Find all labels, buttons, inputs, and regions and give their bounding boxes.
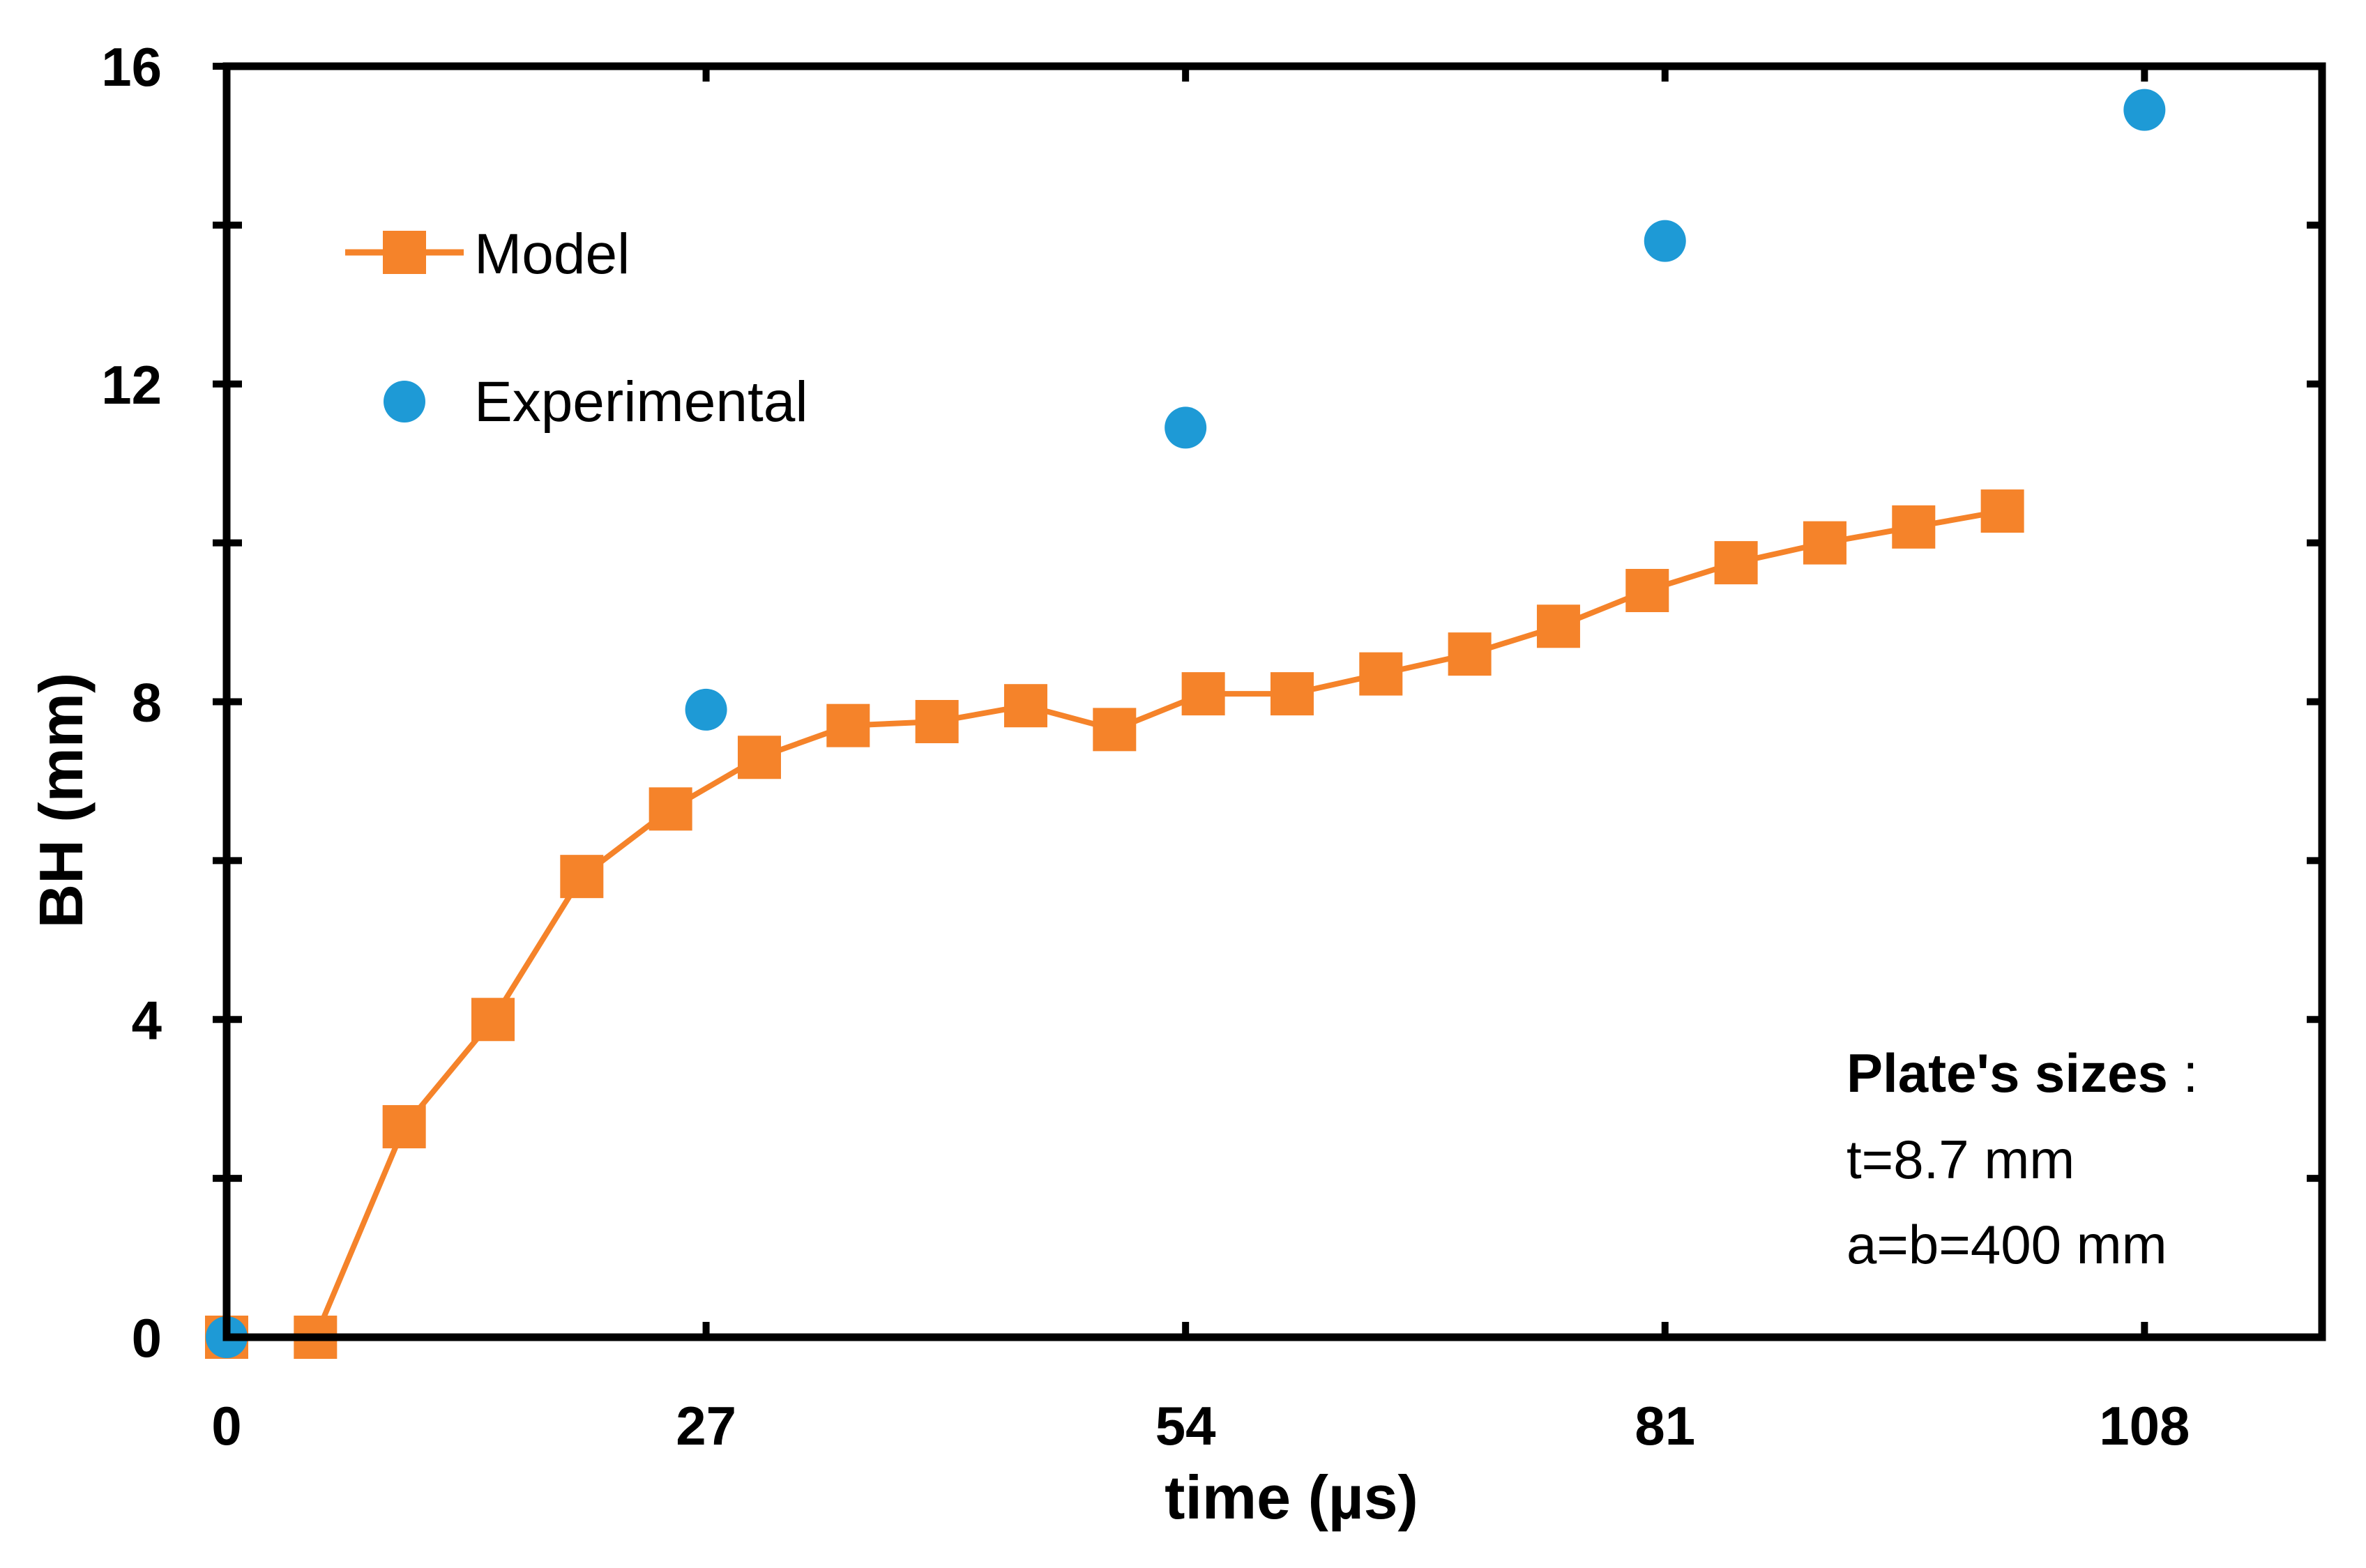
- legend-model-label: Model: [474, 222, 630, 286]
- model-point-2: [382, 1105, 426, 1149]
- note-thickness: t=8.7 mm: [1846, 1129, 2075, 1190]
- experimental-point-1: [685, 688, 727, 731]
- x-tick-label-4: 108: [2099, 1395, 2190, 1456]
- model-point-15: [1536, 604, 1580, 648]
- x-tick-label-0: 0: [211, 1395, 241, 1456]
- legend-experimental-marker: [384, 381, 425, 423]
- note-title-suffix: :: [2168, 1042, 2198, 1104]
- axis-tick-labels: 0 27 54 81 108 0 4 8 12 16: [101, 36, 2190, 1456]
- note-title: Plate's sizes: [1846, 1042, 2168, 1104]
- experimental-point-4: [2123, 89, 2166, 131]
- model-point-18: [1803, 521, 1846, 565]
- plot-frame: [222, 62, 2326, 1341]
- model-point-13: [1359, 652, 1403, 696]
- model-point-20: [1980, 489, 2024, 533]
- model-point-7: [826, 703, 870, 747]
- y-tick-label-2: 8: [132, 672, 162, 733]
- model-point-9: [1003, 684, 1047, 728]
- x-tick-label-2: 54: [1155, 1395, 1216, 1456]
- model-point-12: [1270, 672, 1314, 716]
- model-point-5: [649, 787, 692, 831]
- experimental-point-3: [1644, 220, 1686, 262]
- model-point-11: [1181, 672, 1225, 716]
- note-dimensions: a=b=400 mm: [1846, 1214, 2167, 1275]
- model-point-10: [1093, 708, 1137, 752]
- model-point-4: [560, 855, 604, 899]
- model-point-16: [1625, 568, 1669, 612]
- x-tick-label-3: 81: [1635, 1395, 1695, 1456]
- y-axis-title: BH (mm): [26, 673, 96, 929]
- model-point-6: [737, 736, 781, 779]
- legend: Model Experimental: [345, 222, 808, 434]
- model-point-19: [1892, 505, 1936, 549]
- x-tick-label-1: 27: [676, 1395, 736, 1456]
- plot-series: [205, 89, 2166, 1359]
- plate-sizes-note: Plate's sizes : t=8.7 mm a=b=400 mm: [1846, 1042, 2198, 1275]
- y-tick-label-0: 0: [132, 1307, 162, 1369]
- model-point-3: [471, 998, 515, 1042]
- model-point-14: [1448, 632, 1492, 676]
- x-axis-title: time (µs): [1165, 1463, 1418, 1532]
- y-tick-label-1: 4: [132, 989, 162, 1051]
- model-point-17: [1714, 541, 1758, 585]
- legend-experimental-label: Experimental: [474, 370, 808, 434]
- legend-model-marker: [383, 231, 426, 274]
- experimental-point-2: [1165, 406, 1207, 449]
- y-tick-label-4: 16: [101, 36, 162, 98]
- y-tick-label-3: 12: [101, 354, 162, 416]
- note-title-line: Plate's sizes :: [1846, 1042, 2198, 1104]
- model-point-8: [915, 699, 959, 743]
